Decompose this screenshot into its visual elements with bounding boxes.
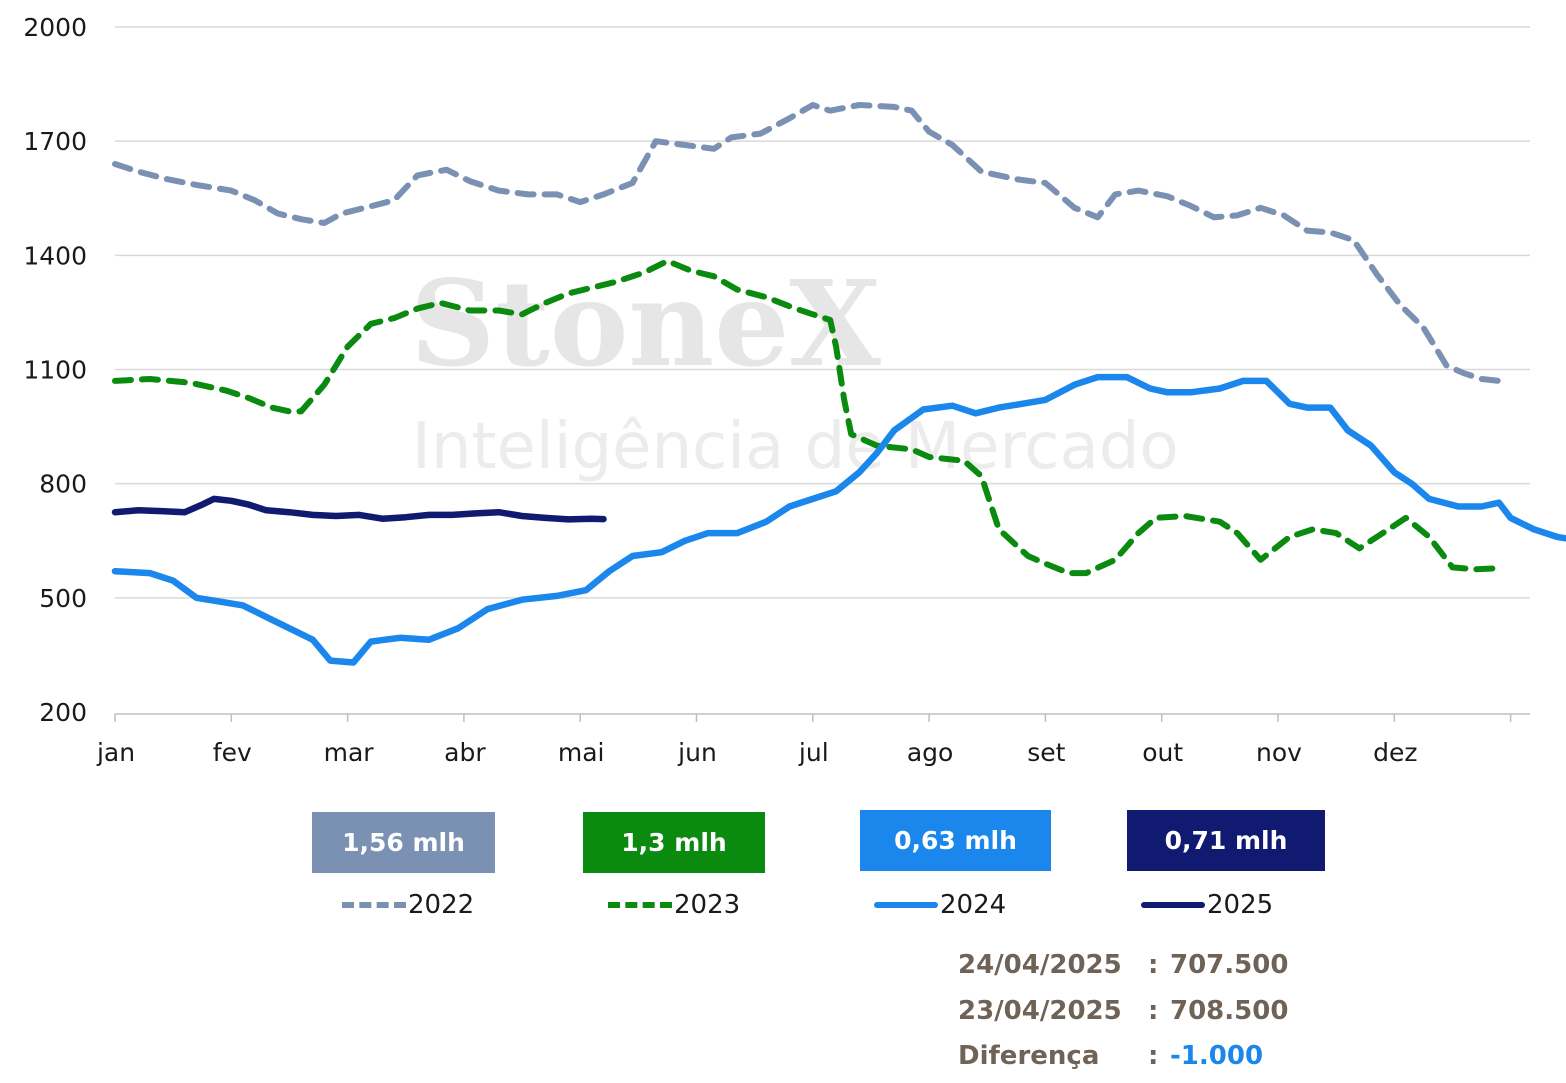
grid [115,26,1530,599]
y-tick-label: 200 [39,698,87,727]
x-tick-label: fev [213,738,252,767]
legend-item-2024: 2024 [874,885,1006,925]
legend-item-2025: 2025 [1141,885,1273,925]
info-row-difference: Diferença: -1.000 [958,1041,1263,1071]
info-value-previous: 708.500 [1170,996,1289,1026]
info-difference-value: -1.000 [1170,1041,1264,1071]
info-colon: : [1148,950,1159,980]
info-date-today: 24/04/2025 [958,950,1122,980]
x-tick-label: ago [907,738,953,767]
series-lines [111,102,1566,666]
y-tick-label: 1700 [23,127,87,156]
series-line-2024 [111,373,1566,666]
series-line-2022 [112,102,1502,384]
x-axis: jan fev mar abr mai jun jul ago set out nov dez [96,713,1530,767]
badge-2024: 0,63 mlh [860,810,1051,871]
info-colon: : [1148,996,1159,1026]
legend-label-2023: 2023 [674,890,741,920]
badge-2023-value: 1,3 mlh [621,828,727,857]
x-tick-label: mar [324,738,375,767]
legend-swatch-2022 [342,902,406,908]
x-tick-label: dez [1373,738,1417,767]
y-tick-label: 1400 [23,241,87,270]
badge-2022-value: 1,56 mlh [342,828,465,857]
y-axis-labels: 2000 1700 1400 1100 800 500 200 [23,13,87,727]
info-row-previous: 23/04/2025:708.500 [958,996,1288,1026]
info-row-today: 24/04/2025:707.500 [958,950,1288,980]
badge-2024-value: 0,63 mlh [894,826,1017,855]
legend-label-2022: 2022 [408,890,475,920]
y-tick-label: 800 [39,470,87,499]
x-tick-label: jun [677,738,717,767]
legend-label-2024: 2024 [940,890,1007,920]
x-tick-label: jan [96,738,135,767]
x-tick-label: abr [444,738,486,767]
legend-item-2022: 2022 [342,885,474,925]
legend-swatch-2023 [608,902,672,908]
x-tick-label: jul [798,738,829,767]
x-tick-label: nov [1256,738,1302,767]
watermark-logo: StoneX [410,254,881,393]
y-tick-label: 500 [39,584,87,613]
watermark-subtitle: Inteligência de Mercado [412,410,1179,484]
info-value-today: 707.500 [1170,950,1289,980]
badge-2023: 1,3 mlh [583,812,765,873]
legend-label-2025: 2025 [1207,890,1274,920]
y-tick-label: 2000 [23,13,87,42]
legend-swatch-2024 [874,902,938,908]
info-date-previous: 23/04/2025 [958,996,1122,1026]
series-line-2025 [111,495,607,523]
badge-2025-value: 0,71 mlh [1164,826,1288,855]
legend-swatch-2025 [1141,902,1205,908]
badge-2022: 1,56 mlh [312,812,495,873]
info-colon: : [1148,1041,1159,1071]
x-tick-label: set [1027,738,1065,767]
legend-item-2023: 2023 [608,885,740,925]
y-tick-label: 1100 [23,356,87,385]
badge-2025: 0,71 mlh [1127,810,1325,871]
series-line-2023 [112,258,1502,577]
x-tick-label: out [1142,738,1183,767]
x-tick-label: mai [558,738,605,767]
info-difference-label: Diferença [958,1041,1100,1071]
